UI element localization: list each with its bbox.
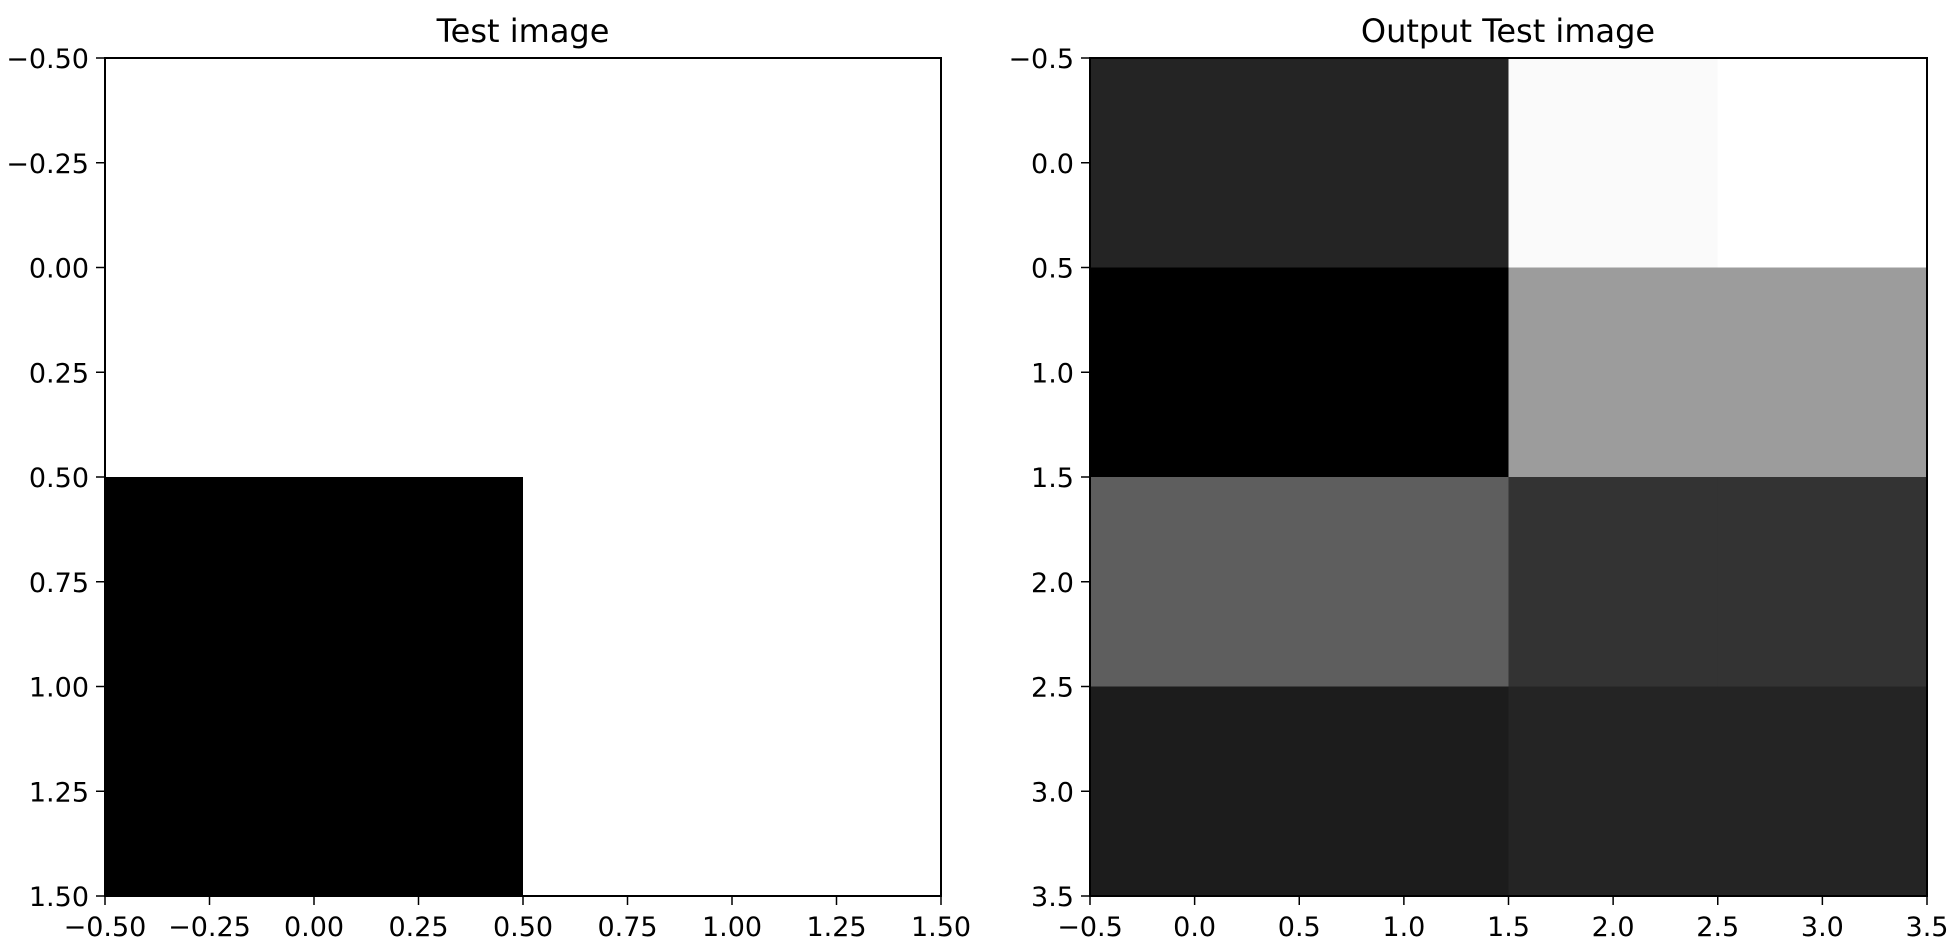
y-tick-label: 0.00	[29, 254, 89, 285]
y-axis: −0.50 −0.25 0.00 0.25 0.50 0.75 1.00 1.25 1.50	[6, 44, 105, 913]
panel-output-test-image: Output Test image −0.5 0.0 0.5 1.0 1.5 2.0 2.5…	[1008, 12, 1948, 943]
x-tick-label: 2.5	[1696, 912, 1739, 943]
chart-title: Output Test image	[1361, 12, 1655, 50]
y-tick-label: 3.0	[1031, 777, 1074, 808]
x-tick-label: 1.5	[1487, 912, 1530, 943]
x-axis: −0.5 0.0 0.5 1.0 1.5 2.0 2.5 3.0 3.5	[1057, 896, 1948, 943]
x-tick-label: −0.25	[168, 912, 251, 943]
panel-test-image: Test image −0.50 −0.25 0.00 0.25 0.50 0.75 1.0…	[6, 12, 971, 943]
y-tick-label: 2.0	[1031, 568, 1074, 599]
heatmap-cell-r0-c1	[1299, 58, 1510, 269]
y-tick-label: 0.25	[29, 358, 89, 389]
x-tick-label: 2.0	[1592, 912, 1635, 943]
heatmap-cell-r1-c1	[1299, 267, 1510, 478]
heatmap-cell-r2-c0	[1090, 477, 1300, 688]
x-tick-label: 0.0	[1173, 912, 1216, 943]
x-tick-label: 0.75	[597, 912, 657, 943]
y-tick-label: −0.5	[1008, 44, 1074, 75]
x-tick-label: 1.00	[702, 912, 762, 943]
x-tick-label: 1.50	[911, 912, 971, 943]
chart-title: Test image	[436, 12, 610, 50]
x-tick-label: 1.25	[806, 912, 866, 943]
heatmap-cell-r1-c3	[1717, 267, 1928, 478]
heatmap-cell-r1-c1	[523, 477, 942, 897]
y-tick-label: 1.00	[29, 673, 89, 704]
y-tick-label: −0.50	[6, 44, 89, 75]
heatmap-cell-r0-c2	[1508, 58, 1719, 269]
heatmap-cell-r2-c3	[1717, 477, 1928, 688]
heatmap-cell-r3-c0	[1090, 686, 1300, 897]
x-tick-label: 3.0	[1801, 912, 1844, 943]
heatmap-cell-r3-c1	[1299, 686, 1510, 897]
heatmap-cell-r0-c0	[105, 58, 524, 478]
x-tick-label: 1.0	[1382, 912, 1425, 943]
heatmap-cell-r1-c0	[1090, 267, 1300, 478]
x-tick-label: 0.00	[284, 912, 344, 943]
heatmap-cells	[105, 58, 942, 897]
heatmap-cell-r1-c2	[1508, 267, 1719, 478]
y-tick-label: 1.50	[29, 882, 89, 913]
heatmap-cell-r0-c3	[1717, 58, 1928, 269]
y-tick-label: 0.0	[1031, 149, 1074, 180]
heatmap-cell-r3-c2	[1508, 686, 1719, 897]
y-axis: −0.5 0.0 0.5 1.0 1.5 2.0 2.5 3.0 3.5	[1008, 44, 1090, 913]
heatmap-cell-r3-c3	[1717, 686, 1928, 897]
y-tick-label: 1.5	[1031, 463, 1074, 494]
heatmap-cells	[1090, 58, 1928, 897]
y-tick-label: 2.5	[1031, 673, 1074, 704]
x-tick-label: −0.50	[64, 912, 147, 943]
y-tick-label: 0.75	[29, 568, 89, 599]
y-tick-label: 0.5	[1031, 254, 1074, 285]
heatmap-cell-r0-c1	[523, 58, 942, 478]
y-tick-label: 1.25	[29, 777, 89, 808]
x-tick-label: 0.25	[388, 912, 448, 943]
x-tick-label: −0.5	[1057, 912, 1123, 943]
x-tick-label: 3.5	[1906, 912, 1949, 943]
y-tick-label: 3.5	[1031, 882, 1074, 913]
y-tick-label: −0.25	[6, 149, 89, 180]
y-tick-label: 0.50	[29, 463, 89, 494]
y-tick-label: 1.0	[1031, 358, 1074, 389]
heatmap-cell-r0-c0	[1090, 58, 1300, 269]
heatmap-cell-r1-c0	[105, 477, 524, 897]
heatmap-cell-r2-c2	[1508, 477, 1719, 688]
x-axis: −0.50 −0.25 0.00 0.25 0.50 0.75 1.00 1.25 1.50	[64, 896, 971, 943]
x-tick-label: 0.50	[493, 912, 553, 943]
x-tick-label: 0.5	[1278, 912, 1321, 943]
heatmap-cell-r2-c1	[1299, 477, 1510, 688]
